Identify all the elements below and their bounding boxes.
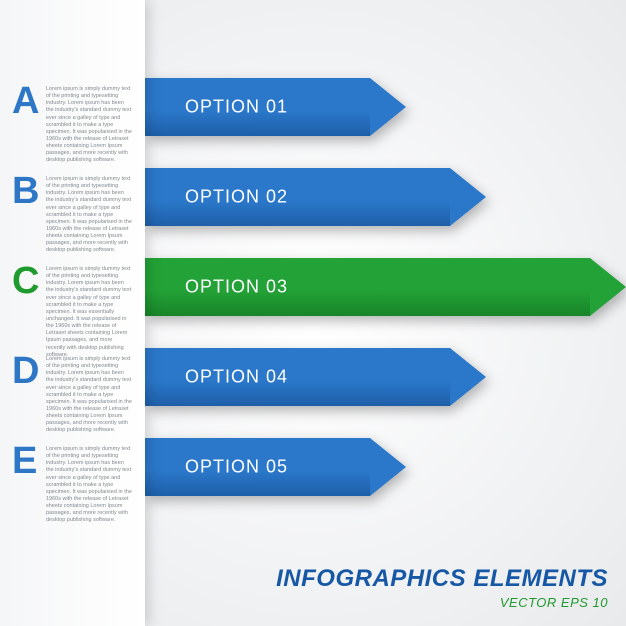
arrow-label: OPTION 02 xyxy=(185,187,288,208)
arrow-head-icon xyxy=(370,78,406,136)
arrow-label: OPTION 03 xyxy=(185,277,288,298)
desc-d: Lorem ipsum is simply dummy text of the … xyxy=(46,352,133,435)
letter-e: E xyxy=(12,442,40,480)
arrow-body: OPTION 05 xyxy=(145,438,370,496)
arrow-5: OPTION 05 xyxy=(145,438,406,496)
arrow-body: OPTION 04 xyxy=(145,348,450,406)
desc-c: Lorem ipsum is simply dummy text of the … xyxy=(46,262,133,359)
arrow-4: OPTION 04 xyxy=(145,348,486,406)
desc-e: Lorem ipsum is simply dummy text of the … xyxy=(46,442,133,525)
sidebar-item-e: E Lorem ipsum is simply dummy text of th… xyxy=(0,442,145,525)
arrow-head-icon xyxy=(450,168,486,226)
arrow-label: OPTION 05 xyxy=(185,457,288,478)
arrow-3: OPTION 03 xyxy=(145,258,626,316)
sidebar-item-d: D Lorem ipsum is simply dummy text of th… xyxy=(0,352,145,435)
desc-a: Lorem ipsum is simply dummy text of the … xyxy=(46,82,133,165)
arrow-2: OPTION 02 xyxy=(145,168,486,226)
letter-a: A xyxy=(12,82,40,120)
arrow-label: OPTION 04 xyxy=(185,367,288,388)
arrow-body: OPTION 03 xyxy=(145,258,590,316)
sidebar-item-a: A Lorem ipsum is simply dummy text of th… xyxy=(0,82,145,165)
sidebar-item-b: B Lorem ipsum is simply dummy text of th… xyxy=(0,172,145,255)
arrows-container: OPTION 01 OPTION 02 OPTION 03 OPTION 04 OPTI… xyxy=(145,0,626,626)
arrow-1: OPTION 01 xyxy=(145,78,406,136)
arrow-head-icon xyxy=(450,348,486,406)
sidebar: A Lorem ipsum is simply dummy text of th… xyxy=(0,0,145,626)
arrow-body: OPTION 01 xyxy=(145,78,370,136)
footer-subtitle: VECTOR EPS 10 xyxy=(276,595,608,610)
arrow-body: OPTION 02 xyxy=(145,168,450,226)
arrow-head-icon xyxy=(590,258,626,316)
arrow-label: OPTION 01 xyxy=(185,97,288,118)
footer: INFOGRAPHICS ELEMENTS VECTOR EPS 10 xyxy=(276,565,608,610)
letter-d: D xyxy=(12,352,40,390)
letter-c: C xyxy=(12,262,40,300)
sidebar-item-c: C Lorem ipsum is simply dummy text of th… xyxy=(0,262,145,359)
letter-b: B xyxy=(12,172,40,210)
arrow-head-icon xyxy=(370,438,406,496)
desc-b: Lorem ipsum is simply dummy text of the … xyxy=(46,172,133,255)
footer-title: INFOGRAPHICS ELEMENTS xyxy=(276,565,608,593)
